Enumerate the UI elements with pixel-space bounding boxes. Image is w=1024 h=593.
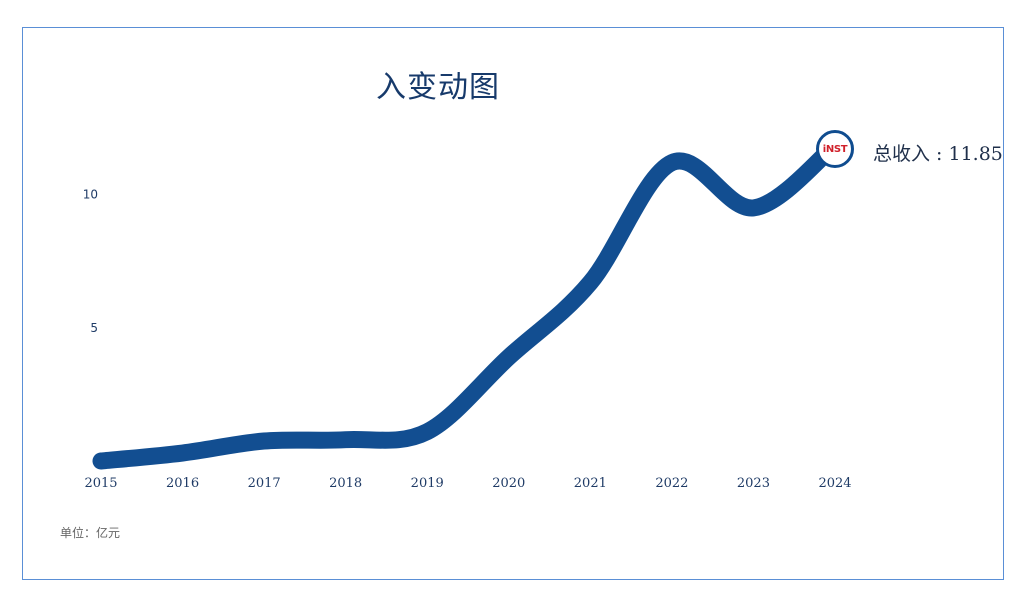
- data-point-2022: [663, 154, 680, 171]
- annotation-separator: :: [930, 143, 949, 165]
- chart-frame: [22, 27, 1004, 580]
- x-tick-label: 2018: [329, 476, 362, 491]
- annotation-label: 总收入: [873, 143, 931, 165]
- x-tick-label: 2021: [574, 476, 607, 491]
- x-tick-label: 2024: [818, 476, 851, 491]
- chart-title: 入变动图: [376, 70, 500, 105]
- y-tick-label: 10: [83, 188, 98, 202]
- x-tick-label: 2016: [166, 476, 199, 491]
- series-line: [92, 136, 844, 470]
- data-point-2021: [582, 274, 599, 291]
- total-annotation: 总收入 : 11.85: [873, 139, 1003, 166]
- x-tick-label: 2023: [737, 476, 770, 491]
- data-point-2019: [419, 423, 436, 440]
- data-point-2020: [500, 349, 517, 366]
- data-point-2023: [745, 199, 762, 216]
- x-tick-label: 2019: [411, 476, 444, 491]
- y-tick-label: 5: [90, 321, 98, 335]
- x-tick-label: 2020: [492, 476, 525, 491]
- x-tick-label: 2015: [84, 476, 117, 491]
- data-point-2015: [93, 453, 109, 469]
- brand-badge-icon: iNST: [816, 130, 854, 168]
- data-point-2018: [337, 431, 354, 448]
- unit-label: 单位：亿元: [60, 526, 121, 540]
- annotation-value: 11.85: [948, 143, 1003, 165]
- data-point-2016: [174, 445, 191, 462]
- x-tick-label: 2017: [248, 476, 281, 491]
- x-tick-label: 2022: [655, 476, 688, 491]
- data-point-2017: [256, 433, 273, 450]
